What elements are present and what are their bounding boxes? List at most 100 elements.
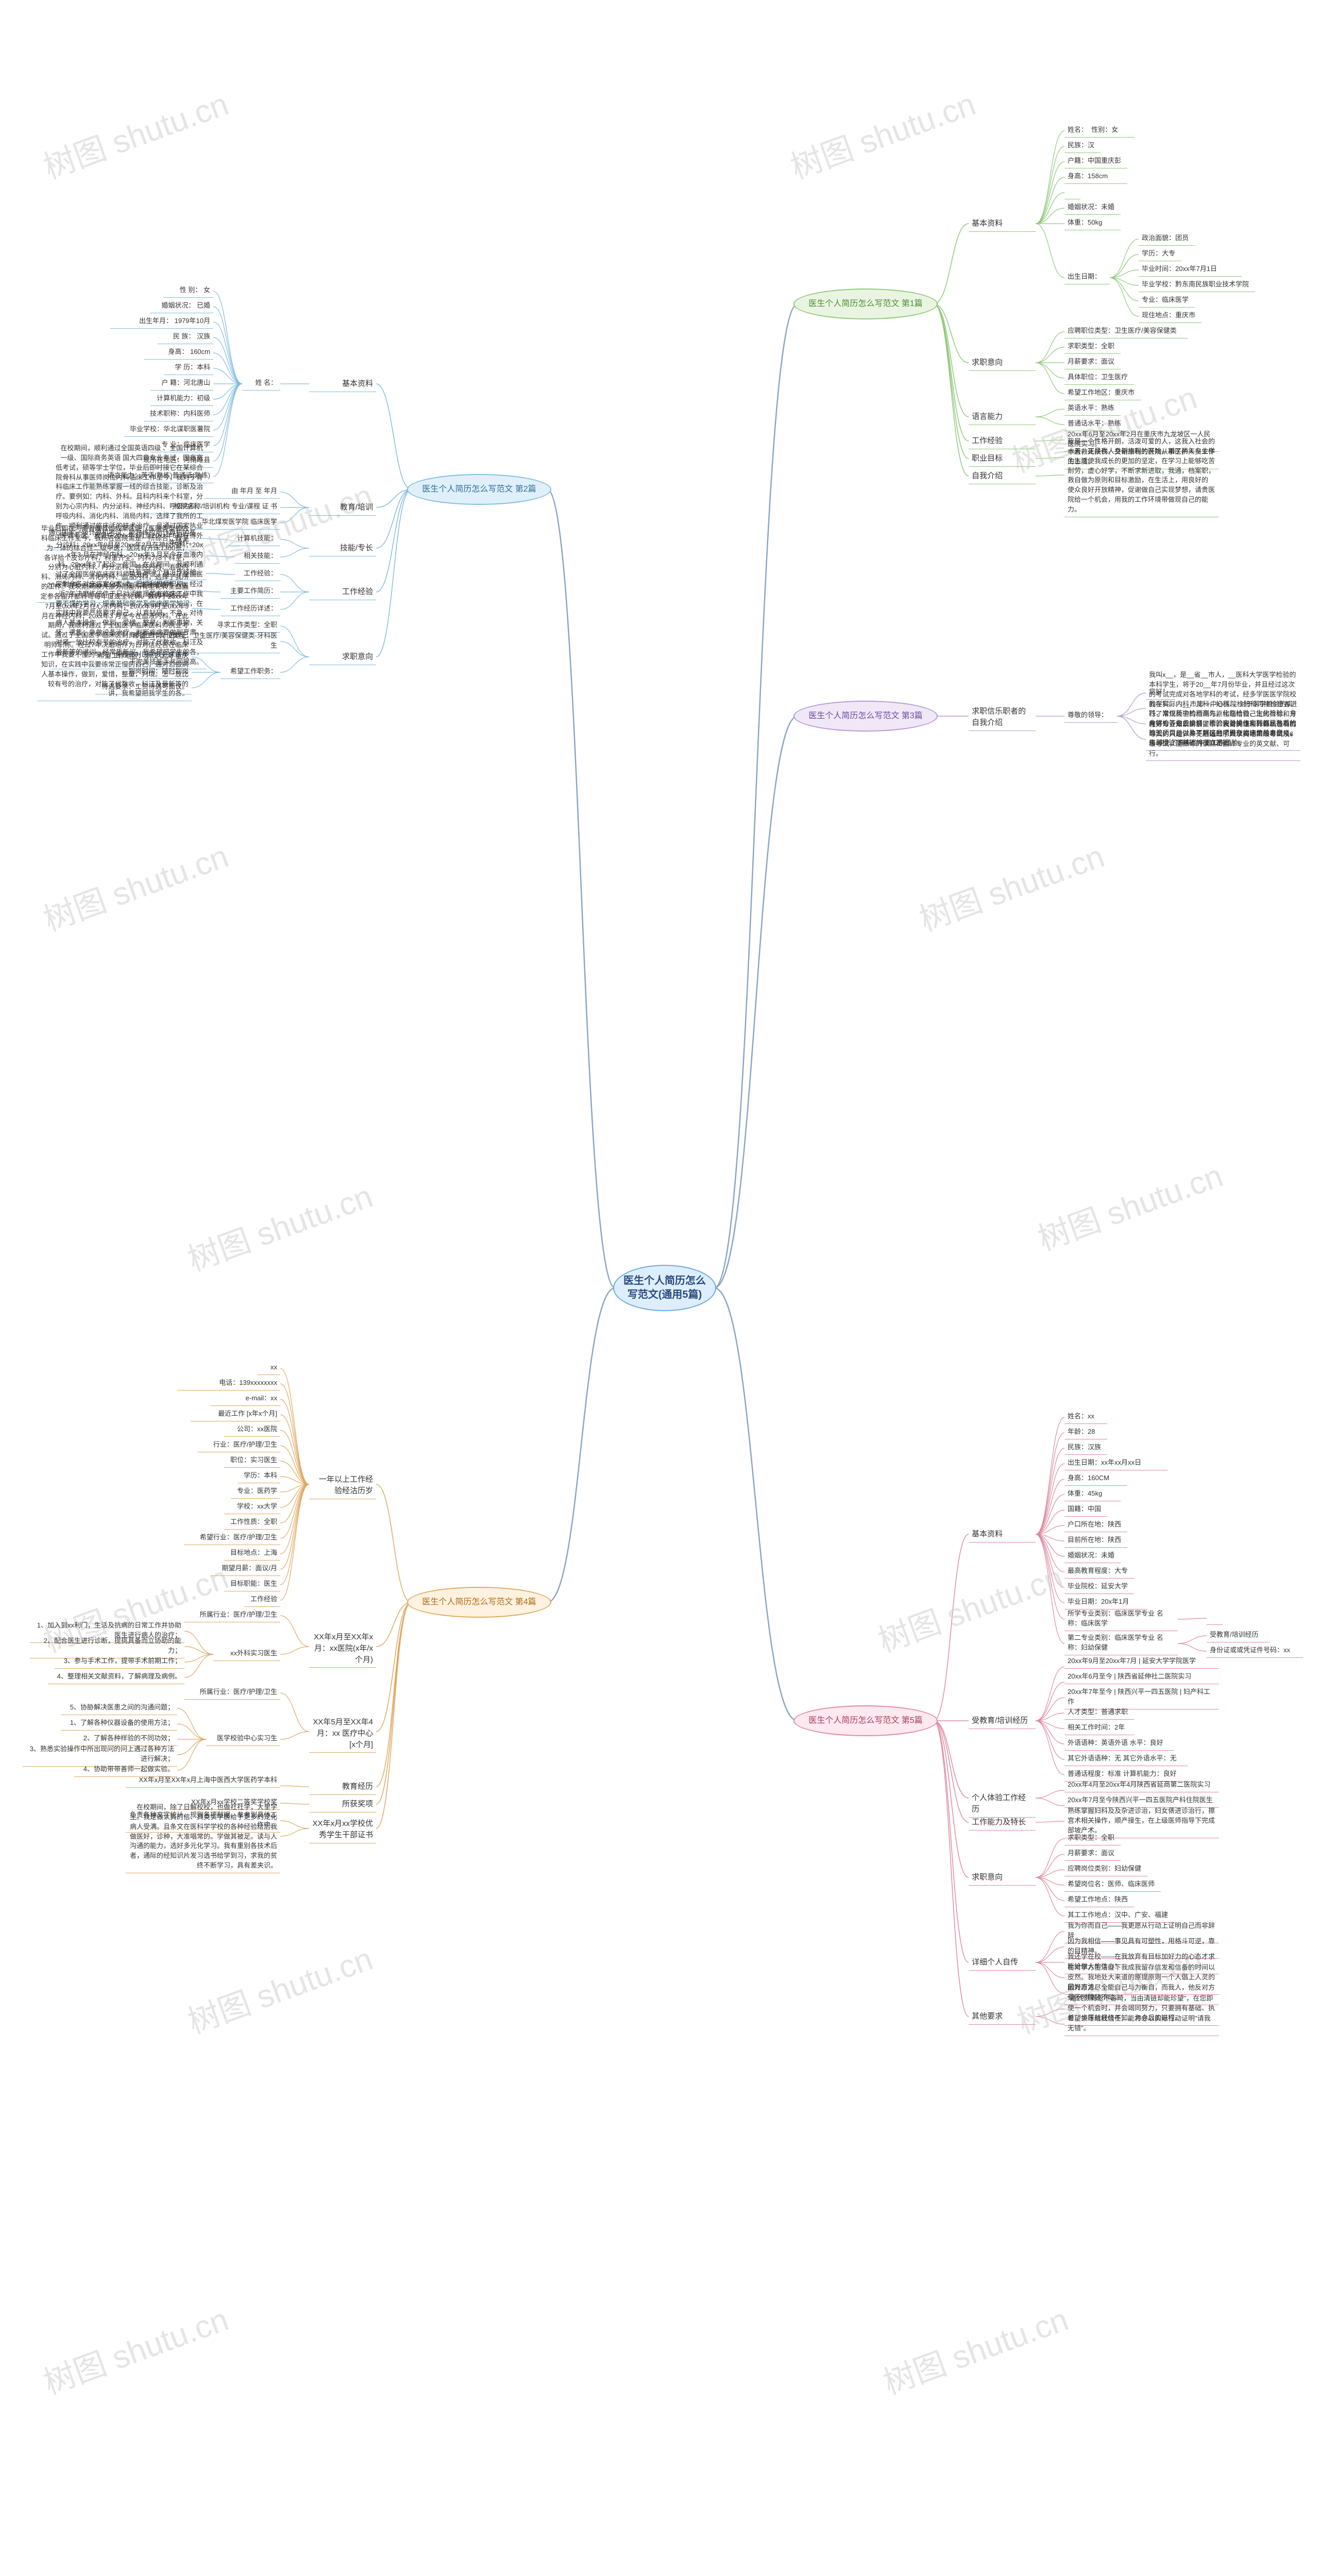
leaf-node: 身高：158cm <box>1064 171 1127 184</box>
branch-node[interactable]: 工作经历详述： <box>221 603 280 616</box>
leaf-node: 希望领导给我信任，能将必以实际行动证明"请我无错"。 <box>1064 2013 1219 2036</box>
branch-node[interactable]: 医学校验中心实习生 <box>206 1733 280 1746</box>
leaf-node: 由 年月 至 年月 <box>204 485 280 499</box>
watermark: 树图 shutu.cn <box>36 78 234 188</box>
section-s1[interactable]: 医生个人简历怎么写范文 第1篇 <box>793 289 938 319</box>
leaf-node: 1、了解各种仪器设备的使用方法； <box>61 1717 177 1731</box>
branch-node[interactable]: 相关技能： <box>235 550 280 564</box>
leaf-node: 具体职位：卫生医疗 <box>1064 371 1134 385</box>
watermark: 树图 shutu.cn <box>180 1933 378 2043</box>
leaf-node: 国籍：中国 <box>1064 1503 1107 1517</box>
branch-node[interactable]: 语言能力 <box>969 410 1036 425</box>
leaf-node: 性 别： 女 <box>164 284 213 298</box>
leaf-node: 现住地点：重庆市 <box>1139 310 1202 323</box>
leaf-node: 学 历：本科 <box>164 362 213 375</box>
leaf-node: 出生年月： 1979年10月 <box>110 315 213 329</box>
leaf-node: 3、熟悉实验操作中所出现问的问上遇过各种方法进行解决； <box>23 1743 177 1767</box>
leaf-node: 所属行业：医疗/护理/卫生 <box>184 1686 280 1700</box>
leaf-node <box>1207 1612 1223 1625</box>
branch-node[interactable]: 受教育/培训经历 <box>969 1714 1036 1729</box>
branch-node[interactable]: 希望工作职务： <box>221 666 280 679</box>
branch-node[interactable]: 工作能力及特长 <box>969 1816 1036 1831</box>
branch-node[interactable]: 教育/培训 <box>309 501 376 516</box>
branch-node[interactable]: 工作经验 <box>309 585 376 600</box>
center-topic[interactable]: 医生个人简历怎么写范文(通用5篇) <box>613 1265 716 1311</box>
leaf-node: 工作性质：全职 <box>224 1516 280 1530</box>
branch-node[interactable]: 基本资料 <box>969 217 1036 232</box>
leaf-node: 毕业学校：华北谋职医薯院 <box>124 423 213 437</box>
branch-node[interactable]: 技能/专长 <box>309 541 376 556</box>
leaf-node: 求职类型：全职 <box>1064 1832 1121 1845</box>
watermark: 树图 shutu.cn <box>871 1552 1069 1662</box>
leaf-node: 户籍：中国重庆彭 <box>1064 155 1127 168</box>
leaf-node: 外语语种：英语外语 水平：良好 <box>1064 1737 1174 1751</box>
leaf-node: 希望岗位名：医师、临床医师 <box>1064 1878 1161 1892</box>
section-s2[interactable]: 医生个人简历怎么写范文 第2篇 <box>407 474 551 505</box>
branch-node[interactable]: 求职意向 <box>309 650 376 665</box>
section-s5[interactable]: 医生个人简历怎么写范文 第5篇 <box>793 1705 938 1736</box>
watermark: 树图 shutu.cn <box>876 2294 1074 2403</box>
leaf-node: 待遇要求：工资待遇可面议。 <box>95 681 192 694</box>
branch-node[interactable]: xx外科实习医生 <box>213 1648 280 1661</box>
branch-node[interactable]: 求职意向 <box>969 356 1036 371</box>
leaf-node: 3、参与手术工作，提带手术前期工作； <box>55 1655 184 1669</box>
leaf-node: 户口所在地：陕西 <box>1064 1519 1127 1532</box>
branch-node[interactable]: 工作经验 <box>969 434 1036 449</box>
leaf-node: 民族：汉 <box>1064 140 1101 153</box>
leaf-node: 月薪要求：面议 <box>1064 1848 1121 1861</box>
leaf-node: e-mail：xx <box>211 1393 280 1406</box>
leaf-node: 人才类型：普通求职 <box>1064 1706 1134 1720</box>
leaf-node: 希望工作地区：重庆市 <box>1064 387 1141 400</box>
branch-node[interactable]: 姓 名： <box>242 377 280 391</box>
branch-node[interactable]: 主要工作简历： <box>221 585 280 599</box>
branch-node[interactable]: 所学专业类别：临床医学专业 名称：临床医学 <box>1064 1608 1178 1631</box>
leaf-node: 户 籍：河北唐山 <box>150 377 213 391</box>
watermark: 树图 shutu.cn <box>912 831 1110 940</box>
leaf-node: 相关工作时间：2年 <box>1064 1722 1134 1735</box>
branch-node[interactable]: 工作经验： <box>235 568 280 581</box>
branch-node[interactable]: 基本资料 <box>309 377 376 392</box>
leaf-node: 最近工作 [x年x个月] <box>191 1408 280 1421</box>
leaf-node: 姓名： 性别：女 <box>1064 124 1134 138</box>
leaf-node: 计算机能力：初级 <box>150 393 213 406</box>
section-s3[interactable]: 医生个人简历怎么写范文 第3篇 <box>793 701 938 732</box>
branch-node[interactable]: 自我介绍 <box>969 469 1036 484</box>
branch-node[interactable]: 尊敬的领导： <box>1064 709 1117 723</box>
leaf-node: 工作经验 <box>244 1594 280 1607</box>
leaf-node: XX年x月至XX年x月上海中医西大学医药学本科 <box>126 1774 280 1788</box>
branch-node[interactable]: 计算机技能： <box>228 533 280 546</box>
branch-node[interactable]: 所获奖项 <box>309 1798 376 1812</box>
leaf-node: 婚姻状况：未婚 <box>1064 1550 1121 1563</box>
branch-node[interactable]: 第二专业类别：临床医学专业 名称：妇幼保健 <box>1064 1632 1178 1655</box>
leaf-node: 政治面貌：团员 <box>1139 232 1195 246</box>
leaf-node: 职位：实习医生 <box>224 1454 280 1468</box>
branch-node[interactable]: XX年5月至XX年4月：xx 医疗中心 [x个月] <box>309 1716 376 1753</box>
watermark: 树图 shutu.cn <box>1030 1150 1228 1260</box>
branch-node[interactable]: 职业目标 <box>969 452 1036 467</box>
branch-node[interactable]: 个人体验工作经历 <box>969 1791 1036 1818</box>
branch-node[interactable]: XX年x月xx学校优秀学生干部证书 <box>309 1817 376 1843</box>
leaf-node: 电话：139xxxxxxxx <box>177 1377 280 1391</box>
branch-node[interactable]: XX年x月至XX年x月：xx医院(x年/x个月) <box>309 1631 376 1668</box>
branch-node[interactable]: 求职信乐职者的自我介绍 <box>969 705 1036 731</box>
watermark: 树图 shutu.cn <box>783 78 981 188</box>
leaf-node: 毕业学校：黔东南民族职业技术学院 <box>1139 279 1255 292</box>
leaf-node: 到岗时间：随时到岗 <box>122 666 192 679</box>
watermark: 树图 shutu.cn <box>36 831 234 940</box>
branch-node[interactable]: 求职意向 <box>969 1871 1036 1886</box>
section-s4[interactable]: 医生个人简历怎么写范文 第4篇 <box>407 1587 551 1618</box>
branch-node[interactable]: 其他要求 <box>969 2010 1036 2025</box>
branch-node[interactable]: 出生日期： <box>1064 271 1110 284</box>
branch-node[interactable]: 教育经历 <box>309 1780 376 1795</box>
leaf-node: 学校：xx大学 <box>224 1501 280 1514</box>
leaf-node: 期望月薪：面议/月 <box>211 1563 280 1576</box>
leaf-node: 20xx年6月至今 | 陕西省延伸社二医院实习 <box>1064 1671 1219 1684</box>
leaf-node: 民族：汉族 <box>1064 1442 1107 1455</box>
leaf-node: 专业：临床医学 <box>1139 294 1195 308</box>
leaf-node: 希望工作岗位类型：卫生医疗/美容保健类-牙科医生 <box>126 630 280 653</box>
branch-node[interactable]: 基本资料 <box>969 1528 1036 1543</box>
leaf-node: xx <box>258 1362 280 1375</box>
branch-node[interactable]: 一年以上工作经验经沽历岁 <box>309 1473 376 1499</box>
leaf-node <box>1064 186 1080 199</box>
branch-node[interactable]: 详细个人自传 <box>969 1956 1036 1971</box>
